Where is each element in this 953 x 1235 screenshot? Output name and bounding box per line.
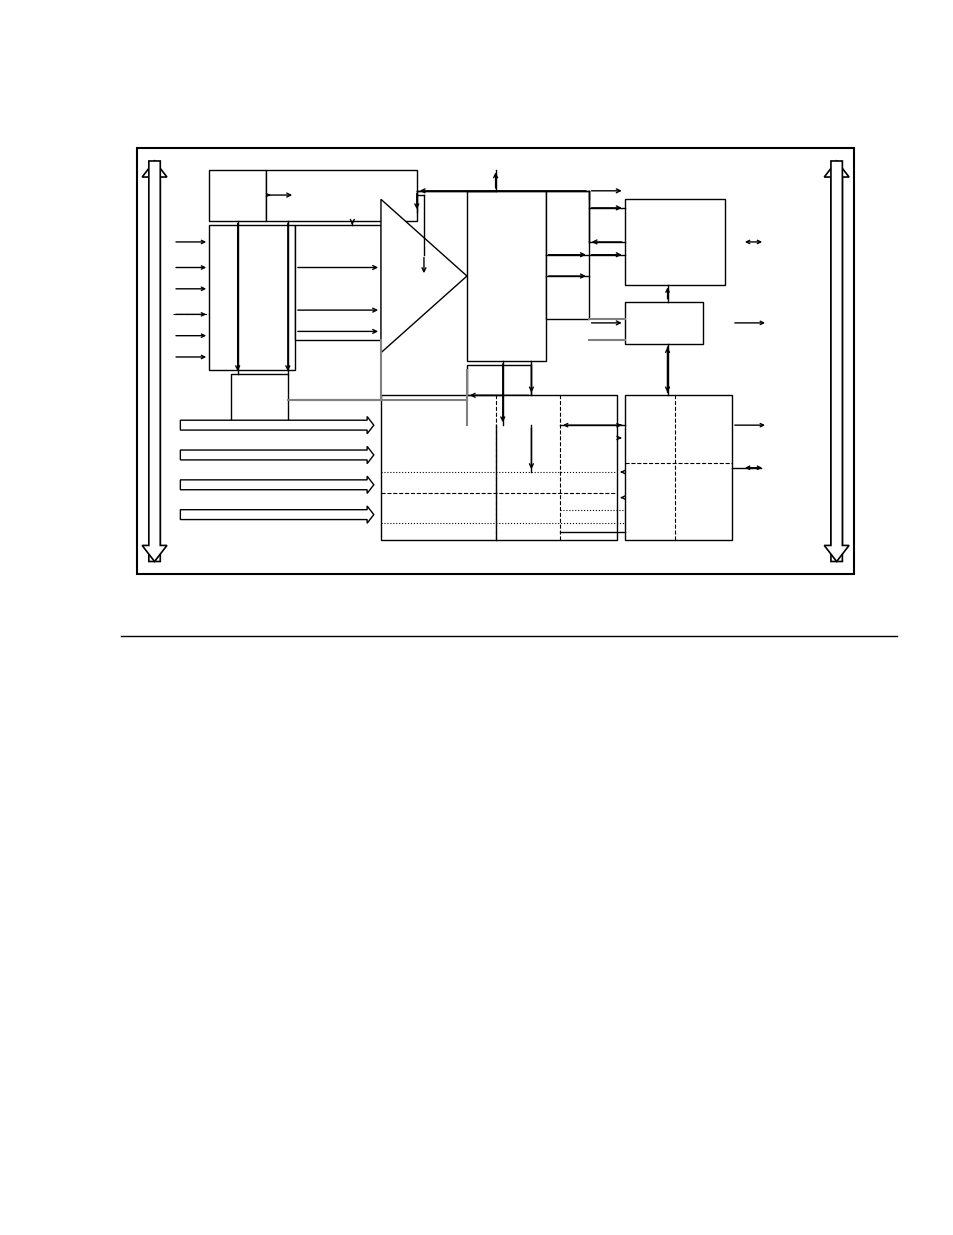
Polygon shape: [142, 161, 167, 562]
Polygon shape: [180, 506, 374, 524]
Bar: [209, 169, 266, 221]
Polygon shape: [380, 199, 466, 353]
Bar: [380, 395, 617, 540]
Polygon shape: [180, 477, 374, 494]
Polygon shape: [823, 161, 848, 562]
Polygon shape: [823, 161, 848, 562]
Bar: [294, 225, 380, 340]
Bar: [466, 190, 545, 361]
Bar: [209, 225, 294, 369]
Polygon shape: [180, 416, 374, 433]
Bar: [624, 199, 724, 284]
Bar: [545, 190, 588, 319]
Bar: [624, 301, 702, 345]
Bar: [266, 169, 416, 221]
Polygon shape: [180, 446, 374, 463]
Polygon shape: [142, 161, 167, 562]
Bar: [231, 374, 288, 425]
Bar: [137, 148, 853, 574]
Bar: [624, 395, 731, 540]
Bar: [466, 366, 531, 425]
